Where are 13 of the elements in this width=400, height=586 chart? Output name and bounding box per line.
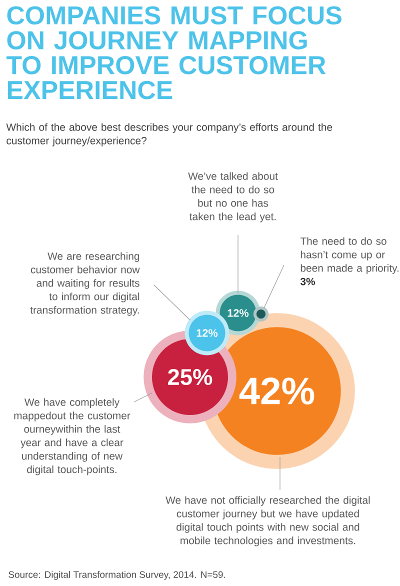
- data-label: 25%: [168, 368, 212, 386]
- source-note: Source: Digital Transformation Survey, 2014. N=59.: [8, 570, 226, 580]
- data-label: 3%: [300, 278, 316, 286]
- category-label: The need to do so hasn’t come up or been made a priority.: [300, 237, 398, 274]
- data-label: 12%: [228, 309, 249, 317]
- category-label: We have not officially researched the digital customer journey but we have updated digital touch points with new social and mobile technologies and investments.: [166, 496, 370, 546]
- data-label: 42%: [239, 378, 314, 404]
- category-label: We have completely mappedout the customer ourneywithin the last year and have a clear understanding of new digital touch-points.: [14, 398, 130, 476]
- category-label: We’ve talked about the need to do so but no one has taken the lead yet.: [188, 172, 278, 222]
- data-label: 12%: [196, 329, 218, 337]
- text: COMPANIES MUST FOCUS ON JOURNEY MAPPING TO IMPROVE CUSTOMER EXPERIENCE: [6, 6, 342, 100]
- text: Which of the above best describes your company’s efforts around the customer journey/experience?: [6, 123, 332, 146]
- category-label: We are researching customer behavior now and waiting for results to inform our digital transformation strategy.: [30, 252, 140, 316]
